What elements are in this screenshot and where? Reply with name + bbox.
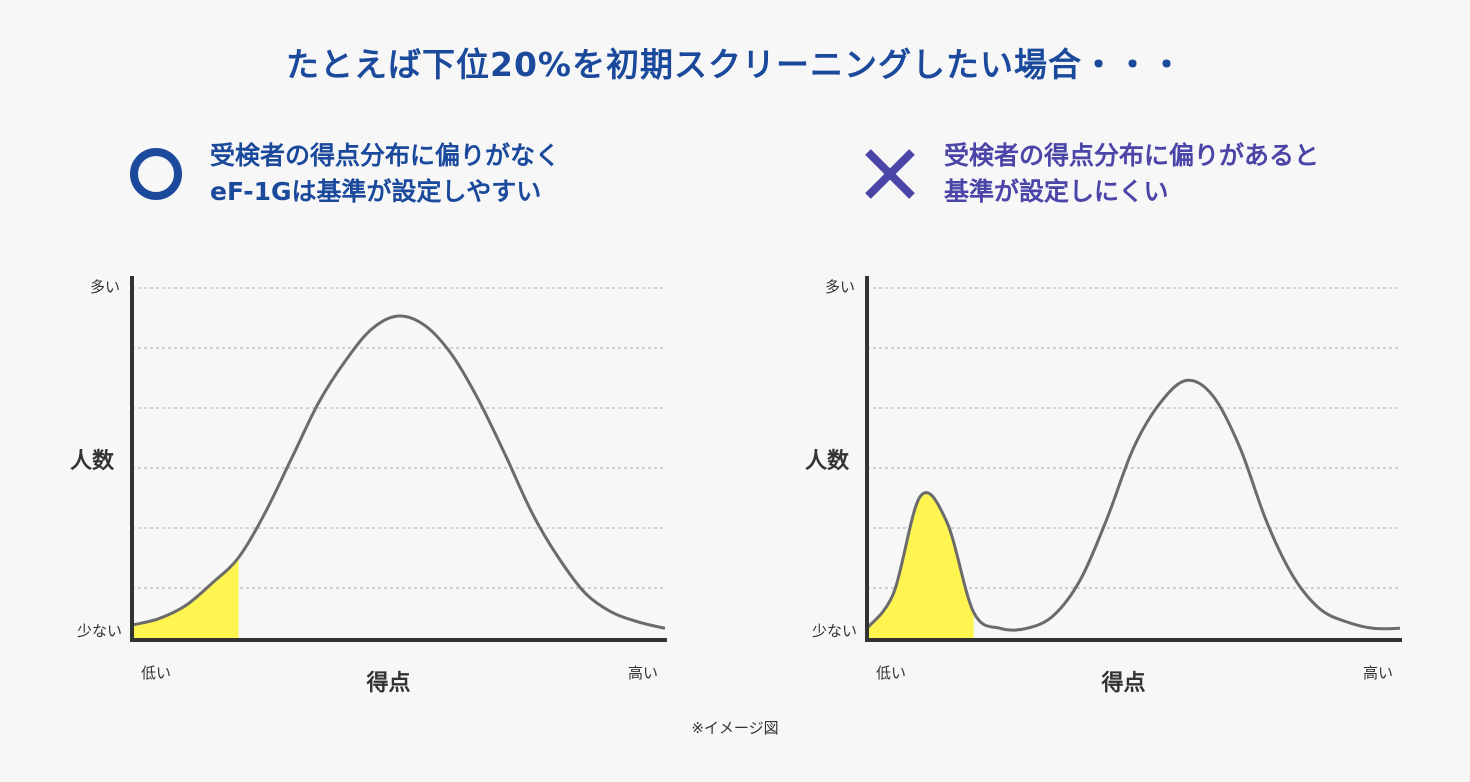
ok-heading-line-1: 受検者の得点分布に偏りがなく [210,141,561,170]
distribution-curve [865,378,1401,632]
x-tick-label-high: 高い [1363,664,1393,682]
bimodal-chart: 多い少ない 人数低い 高い 得点 [795,262,1415,702]
ng-heading-line-1: 受検者の得点分布に偏りがあると [944,141,1320,170]
circle-icon [130,148,182,200]
y-axis-label: 人数 [70,448,115,474]
x-tick-label-high: 高い [628,664,658,682]
ng-heading: 受検者の得点分布に偏りがあると 基準が設定しにくい [862,138,1319,210]
ng-heading-line-2: 基準が設定しにくい [944,177,1169,206]
ng-heading-text: 受検者の得点分布に偏りがあると 基準が設定しにくい [944,138,1319,210]
unimodal-chart: 多い少ない 人数低い 高い 得点 [60,262,680,702]
y-tick-label-top: 多い [825,278,855,296]
y-axis-label: 人数 [805,448,850,474]
y-tick-label-top: 多い [90,278,120,296]
ok-heading-text: 受検者の得点分布に偏りがなく eF-1Gは基準が設定しやすい [210,138,560,210]
x-tick-label-low: 低い [876,664,906,682]
x-tick-label-low: 低い [141,664,171,682]
cross-icon [865,149,915,199]
ok-heading-line-2: eF-1Gは基準が設定しやすい [210,177,542,206]
highlight-area [867,492,974,640]
main-title: たとえば下位20%を初期スクリーニングしたい場合・・・ [286,45,1184,84]
x-axis-label: 得点 [365,670,410,696]
ok-heading: 受検者の得点分布に偏りがなく eF-1Gは基準が設定しやすい [128,138,560,210]
distribution-curve [131,314,666,630]
y-tick-label-bottom: 少ない [812,622,857,640]
y-tick-label-bottom: 少ない [77,622,122,640]
note: ※イメージ図 [691,719,779,737]
x-axis-label: 得点 [1100,670,1145,696]
